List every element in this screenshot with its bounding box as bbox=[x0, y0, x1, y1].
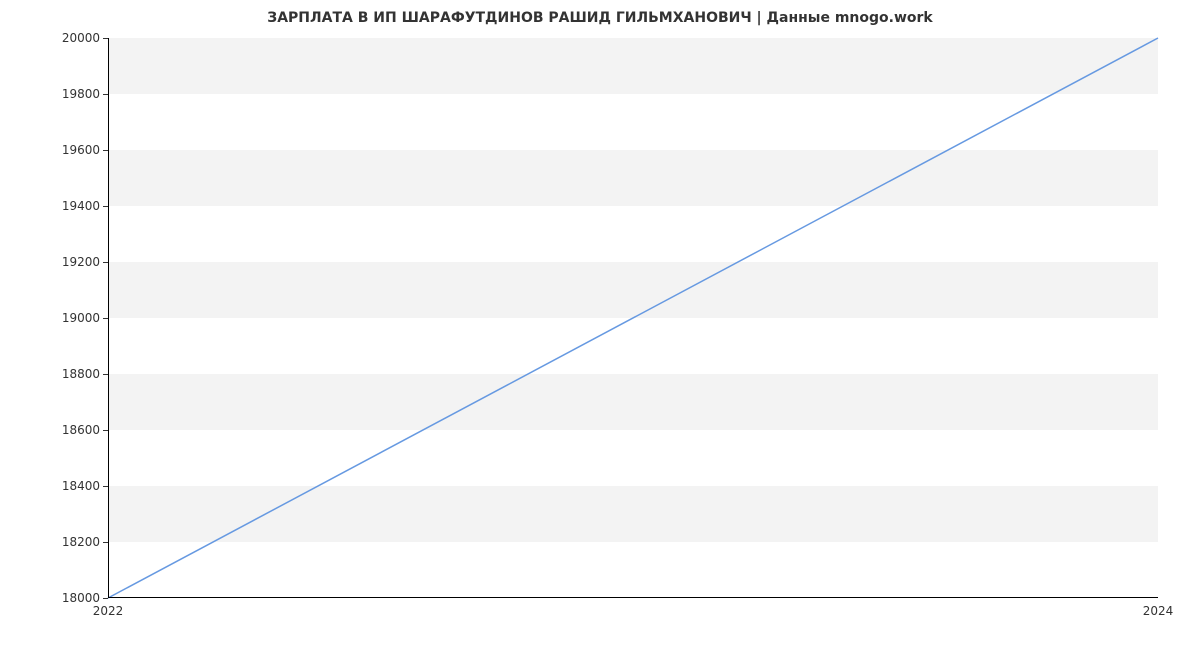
x-axis-spine bbox=[108, 597, 1158, 598]
y-tick-label: 19000 bbox=[62, 311, 100, 325]
x-tick-label: 2024 bbox=[1143, 604, 1174, 618]
plot-area: 1800018200184001860018800190001920019400… bbox=[108, 38, 1158, 598]
y-axis-spine bbox=[108, 38, 109, 598]
y-tick-label: 18000 bbox=[62, 591, 100, 605]
y-tick-label: 19800 bbox=[62, 87, 100, 101]
y-tick-label: 18200 bbox=[62, 535, 100, 549]
line-layer bbox=[108, 38, 1158, 598]
y-tick-label: 19600 bbox=[62, 143, 100, 157]
y-tick-label: 18600 bbox=[62, 423, 100, 437]
y-tick-label: 18800 bbox=[62, 367, 100, 381]
y-tick-label: 19400 bbox=[62, 199, 100, 213]
series-line-salary bbox=[108, 38, 1158, 598]
salary-chart: ЗАРПЛАТА В ИП ШАРАФУТДИНОВ РАШИД ГИЛЬМХА… bbox=[0, 0, 1200, 650]
y-tick-mark bbox=[103, 598, 108, 599]
y-tick-label: 19200 bbox=[62, 255, 100, 269]
y-tick-label: 18400 bbox=[62, 479, 100, 493]
chart-title: ЗАРПЛАТА В ИП ШАРАФУТДИНОВ РАШИД ГИЛЬМХА… bbox=[0, 10, 1200, 26]
x-tick-label: 2022 bbox=[93, 604, 124, 618]
y-tick-label: 20000 bbox=[62, 31, 100, 45]
